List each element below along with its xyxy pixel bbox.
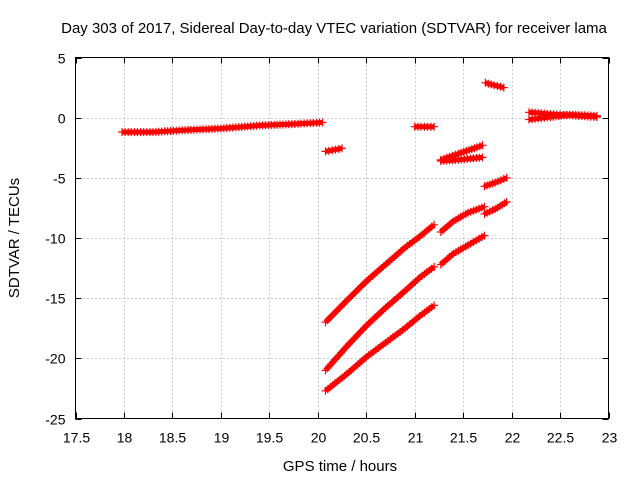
x-axis-label: GPS time / hours bbox=[283, 458, 397, 475]
series-markers bbox=[410, 122, 439, 131]
series-segment-1 bbox=[118, 118, 327, 137]
series-segment-6 bbox=[321, 262, 439, 375]
series-markers bbox=[321, 301, 439, 395]
series-markers bbox=[480, 173, 511, 191]
x-tick-label: 22 bbox=[505, 430, 521, 446]
series-segment-4 bbox=[321, 220, 439, 327]
x-tick-label: 18 bbox=[117, 430, 133, 446]
series-markers bbox=[436, 153, 487, 165]
chart-title: Day 303 of 2017, Sidereal Day-to-day VTE… bbox=[61, 20, 607, 37]
y-tick-label: -25 bbox=[45, 412, 65, 428]
grid-lines bbox=[75, 57, 609, 419]
y-tick-label: -20 bbox=[45, 351, 65, 367]
series-segment-8 bbox=[321, 301, 439, 395]
x-tick-label: 20 bbox=[311, 430, 327, 446]
y-axis-label: SDTVAR / TECUs bbox=[6, 178, 23, 298]
series-segment-5 bbox=[436, 202, 489, 236]
plot-frame bbox=[75, 57, 609, 419]
series-segment-7 bbox=[436, 231, 489, 269]
x-tick-label: 19.5 bbox=[256, 430, 283, 446]
series-markers bbox=[525, 108, 601, 122]
series-markers bbox=[321, 220, 439, 327]
series-segment-11 bbox=[480, 173, 511, 191]
y-tick-labels: 5 0 -5 -10 -15 -20 -25 bbox=[45, 51, 65, 428]
x-tick-label: 19 bbox=[214, 430, 230, 446]
series-markers bbox=[321, 144, 346, 156]
y-tick-label: -15 bbox=[45, 291, 65, 307]
x-tick-label: 20.5 bbox=[353, 430, 380, 446]
data-series bbox=[118, 78, 601, 395]
series-markers bbox=[480, 197, 511, 218]
x-tick-label: 21 bbox=[408, 430, 424, 446]
axis-ticks bbox=[75, 57, 610, 420]
series-segment-12 bbox=[480, 197, 511, 218]
series-segment-13 bbox=[481, 78, 508, 92]
x-tick-label: 22.5 bbox=[547, 430, 574, 446]
series-markers bbox=[436, 231, 489, 269]
series-segment-15 bbox=[525, 108, 601, 122]
y-tick-label: -5 bbox=[53, 171, 66, 187]
x-tick-label: 17.5 bbox=[63, 430, 90, 446]
y-tick-label: 5 bbox=[58, 51, 66, 67]
y-tick-label: -10 bbox=[45, 231, 65, 247]
series-segment-3 bbox=[410, 122, 439, 131]
series-markers bbox=[118, 118, 327, 137]
series-segment-10 bbox=[436, 153, 487, 165]
x-tick-label: 23 bbox=[602, 430, 618, 446]
series-segment-2 bbox=[321, 144, 346, 156]
y-tick-label: 0 bbox=[58, 111, 66, 127]
series-markers bbox=[481, 78, 508, 92]
x-tick-label: 18.5 bbox=[159, 430, 186, 446]
x-tick-labels: 17.5 18 18.5 19 19.5 20 20.5 21 21.5 22 22.5 23 bbox=[63, 430, 618, 446]
x-tick-label: 21.5 bbox=[450, 430, 477, 446]
series-markers bbox=[321, 262, 439, 375]
series-markers bbox=[436, 202, 489, 236]
